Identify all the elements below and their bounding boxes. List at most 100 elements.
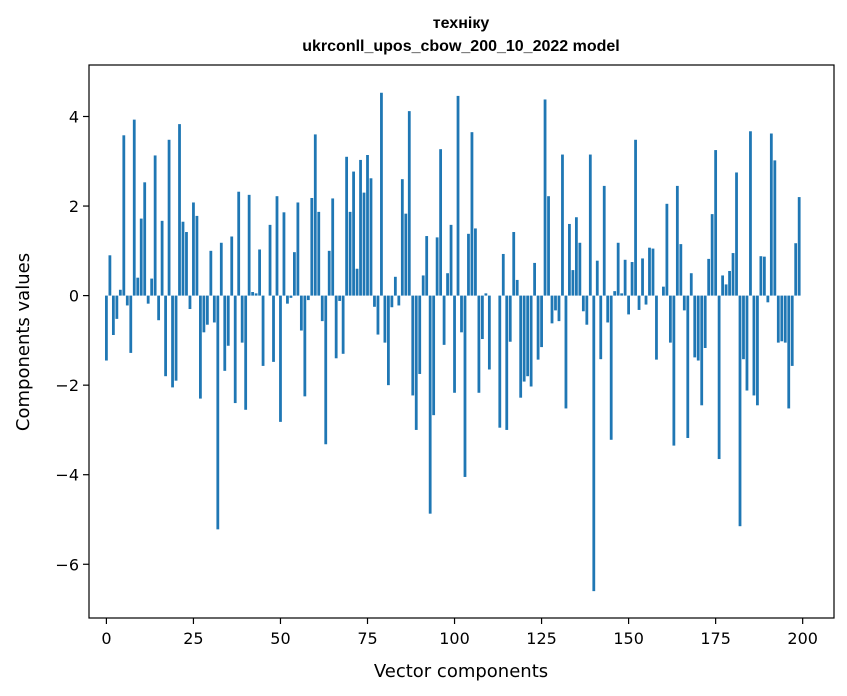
bar-139: [588, 154, 592, 296]
bar-71: [352, 171, 355, 296]
bar-171: [700, 295, 704, 406]
bar-147: [616, 242, 620, 296]
bar-19: [171, 295, 174, 388]
bar-176: [717, 295, 721, 460]
bar-79: [380, 92, 383, 296]
bar-18: [167, 139, 171, 296]
bar-57: [303, 295, 307, 397]
bar-110: [487, 295, 491, 370]
bar-116: [508, 295, 512, 342]
bar-181: [735, 172, 738, 296]
y-tick-label: 0: [69, 287, 79, 306]
bar-10: [139, 218, 143, 296]
bar-104: [467, 233, 470, 296]
bar-154: [641, 258, 644, 296]
bar-153: [637, 295, 641, 310]
x-tick-label: 50: [270, 629, 290, 648]
bar-152: [634, 139, 637, 296]
bar-35: [226, 295, 230, 346]
bar-96: [439, 149, 443, 296]
bar-197: [790, 295, 794, 366]
bar-56: [299, 295, 303, 331]
bar-157: [651, 248, 655, 296]
bar-145: [609, 295, 613, 440]
bar-175: [714, 150, 718, 296]
bar-146: [613, 291, 617, 296]
bar-68: [341, 295, 345, 354]
bar-33: [219, 242, 223, 296]
bar-7: [129, 295, 133, 353]
bar-73: [359, 159, 362, 296]
bar-13: [150, 278, 154, 296]
bar-88: [411, 295, 415, 396]
bar-20: [174, 295, 178, 381]
bar-168: [689, 273, 693, 296]
x-tick-label: 75: [357, 629, 377, 648]
bar-23: [185, 232, 188, 296]
bar-6: [125, 295, 129, 306]
bar-133: [568, 223, 571, 296]
bar-172: [703, 295, 707, 348]
x-tick-label: 125: [526, 629, 557, 648]
bar-163: [672, 295, 676, 446]
bar-127: [547, 196, 550, 296]
bar-113: [498, 295, 502, 428]
bar-109: [484, 293, 488, 296]
bar-49: [275, 196, 279, 296]
bar-170: [696, 295, 700, 361]
bar-82: [390, 295, 394, 308]
bar-132: [564, 295, 568, 409]
bar-138: [585, 295, 589, 325]
bar-120: [522, 295, 526, 382]
bar-144: [606, 295, 610, 323]
bar-70: [348, 211, 352, 296]
bar-174: [710, 214, 714, 296]
bar-166: [682, 295, 686, 311]
bar-59: [310, 197, 314, 296]
bar-135: [574, 217, 578, 296]
x-tick-label: 175: [700, 629, 731, 648]
bar-85: [400, 179, 404, 296]
bar-183: [742, 295, 745, 360]
bar-165: [679, 244, 683, 296]
bar-86: [404, 213, 408, 296]
bar-99: [449, 224, 453, 296]
bar-77: [373, 295, 376, 307]
bar-84: [397, 295, 401, 306]
bar-121: [526, 295, 530, 377]
bar-8: [132, 119, 136, 296]
bar-76: [369, 178, 373, 296]
x-tick-label: 150: [613, 629, 644, 648]
bar-158: [655, 295, 658, 360]
bar-136: [578, 242, 582, 296]
bar-17: [164, 295, 167, 377]
bar-32: [216, 295, 220, 530]
bar-34: [223, 295, 227, 371]
bar-151: [630, 262, 634, 296]
bar-156: [648, 247, 651, 296]
bar-5: [122, 135, 126, 296]
bar-178: [724, 284, 728, 296]
bar-3: [115, 295, 119, 319]
bar-102: [460, 295, 463, 333]
bar-51: [282, 212, 286, 296]
y-tick-label: −2: [55, 376, 79, 395]
bar-91: [421, 275, 425, 296]
bar-93: [428, 295, 432, 514]
bar-94: [432, 295, 436, 416]
bar-72: [355, 268, 359, 296]
bar-173: [707, 258, 711, 296]
bar-125: [540, 295, 543, 348]
bar-62: [320, 295, 324, 322]
y-tick-label: 2: [69, 197, 79, 216]
bar-199: [797, 197, 801, 296]
bar-58: [306, 295, 310, 301]
bar-74: [362, 192, 366, 296]
bar-118: [515, 279, 519, 296]
bar-124: [536, 295, 540, 360]
bar-21: [178, 124, 181, 296]
bar-64: [327, 250, 331, 296]
bar-134: [571, 270, 575, 296]
bar-126: [543, 99, 547, 296]
bar-137: [581, 295, 585, 312]
